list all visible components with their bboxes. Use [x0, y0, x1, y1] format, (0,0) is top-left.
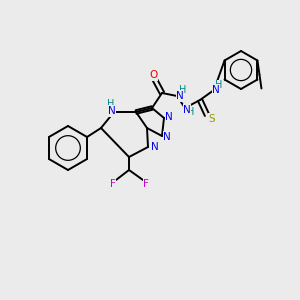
Text: N: N: [151, 142, 159, 152]
Text: H: H: [107, 99, 115, 109]
Text: N: N: [163, 132, 171, 142]
Text: H: H: [187, 107, 195, 117]
Text: O: O: [149, 70, 157, 80]
Text: H: H: [179, 85, 187, 95]
Text: N: N: [165, 112, 173, 122]
Text: N: N: [183, 105, 191, 115]
Text: N: N: [212, 85, 220, 95]
Text: S: S: [209, 114, 215, 124]
Text: H: H: [215, 80, 223, 90]
Text: N: N: [176, 91, 184, 101]
Text: F: F: [143, 179, 149, 189]
Text: N: N: [108, 106, 116, 116]
Text: F: F: [110, 179, 116, 189]
